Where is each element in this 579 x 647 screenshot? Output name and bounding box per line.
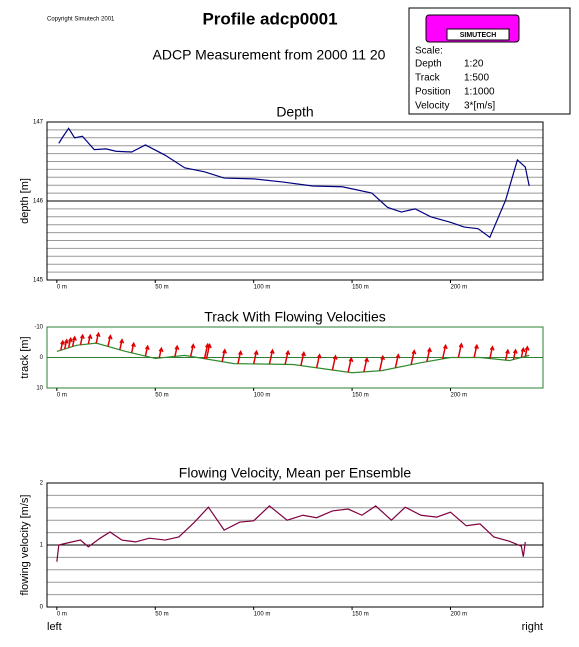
velocity-arrow (512, 348, 518, 360)
velocity-arrow (237, 349, 243, 364)
velocity-arrow (63, 338, 69, 350)
y-tick-label: 146 (33, 199, 44, 205)
y-tick-label: 0 (40, 605, 44, 611)
velocity-arrow (489, 345, 495, 359)
velocity-arrow (174, 344, 180, 357)
data-line (56, 505, 526, 562)
velocity-arrow (300, 350, 306, 366)
velocity-arrow (130, 341, 136, 353)
x-tick-label: 50 m (155, 285, 168, 291)
velocity-arrow (71, 335, 77, 347)
x-tick-label: 150 m (352, 612, 369, 618)
velocity-arrow (60, 339, 65, 351)
velocity-arrow (473, 343, 480, 358)
velocity-arrow (504, 348, 510, 361)
y-tick-label: 145 (33, 278, 44, 284)
velocity-arrow (426, 347, 432, 362)
velocity-arrow (95, 331, 101, 344)
velocity-arrow (67, 336, 73, 348)
x-tick-label: 200 m (450, 393, 467, 399)
x-tick-label: 150 m (352, 285, 369, 291)
x-tick-label: 50 m (155, 393, 168, 399)
chart-title: Depth (276, 104, 313, 120)
scale-title: Scale: (415, 46, 443, 57)
y-tick-label: 2 (40, 481, 44, 487)
velocity-arrow (144, 344, 150, 357)
y-axis-label: depth [m] (19, 178, 31, 224)
x-tick-label: 100 m (254, 393, 271, 399)
velocity-arrow (347, 356, 354, 373)
velocity-arrow (394, 353, 401, 369)
chart-title: Flowing Velocity, Mean per Ensemble (179, 465, 412, 481)
scale-name: Depth (415, 59, 442, 70)
velocity-arrow (87, 333, 93, 345)
plot-frame (46, 326, 544, 389)
y-tick-label: 147 (33, 120, 44, 126)
velocity-arrow (410, 349, 417, 365)
velocity-arrow (252, 349, 259, 365)
x-tick-label: 200 m (450, 612, 467, 618)
velocity-arrow (457, 342, 464, 358)
scale-value: 3*[m/s] (464, 101, 495, 112)
scale-value: 1:20 (464, 59, 484, 70)
scale-name: Track (415, 73, 441, 84)
x-tick-label: 100 m (254, 285, 271, 291)
velocity-arrow (268, 348, 275, 365)
scale-value: 1:500 (464, 73, 489, 84)
velocity-arrow (520, 346, 526, 358)
logo-label-box (446, 28, 510, 41)
data-line (58, 127, 530, 239)
velocity-arrow (378, 354, 386, 371)
scale-name: Velocity (415, 101, 449, 112)
x-tick-label: 0 m (57, 393, 67, 399)
velocity-arrow (189, 343, 196, 357)
data-line (56, 342, 530, 374)
y-tick-label: -10 (34, 325, 43, 331)
velocity-arrow (205, 343, 212, 360)
subtitle: ADCP Measurement from 2000 11 20 (153, 47, 386, 63)
velocity-arrow (221, 348, 227, 362)
y-axis-label: flowing velocity [m/s] (19, 495, 31, 596)
scale-value: 1:1000 (464, 87, 495, 98)
velocity-arrow (524, 345, 530, 357)
plot-frame (46, 121, 544, 281)
footer-left: left (47, 621, 62, 633)
velocity-arrow (331, 354, 338, 371)
scale-name: Position (415, 87, 451, 98)
y-tick-label: 10 (36, 386, 43, 392)
logo-text: SIMUTECH (460, 32, 497, 39)
velocity-arrow (79, 333, 85, 346)
plot-frame (46, 482, 544, 608)
x-tick-label: 200 m (450, 285, 467, 291)
title: Profile adcp0001 (202, 9, 337, 28)
chart-title: Track With Flowing Velocities (204, 309, 386, 325)
velocity-arrow (284, 349, 291, 365)
x-tick-label: 150 m (352, 393, 369, 399)
footer-right: right (522, 621, 543, 633)
y-tick-label: 1 (40, 543, 44, 549)
velocity-arrow (158, 346, 164, 359)
x-tick-label: 50 m (155, 612, 168, 618)
velocity-arrow (315, 353, 322, 368)
x-tick-label: 100 m (254, 612, 271, 618)
y-tick-label: 0 (40, 355, 44, 361)
velocity-arrow (119, 338, 125, 350)
velocity-arrow (107, 334, 113, 347)
x-tick-label: 0 m (57, 612, 67, 618)
copyright: Copyright Simutech 2001 (47, 17, 115, 23)
x-tick-label: 0 m (57, 285, 67, 291)
velocity-arrow (363, 356, 370, 373)
velocity-arrow (441, 343, 448, 360)
y-axis-label: track [m] (19, 336, 31, 378)
